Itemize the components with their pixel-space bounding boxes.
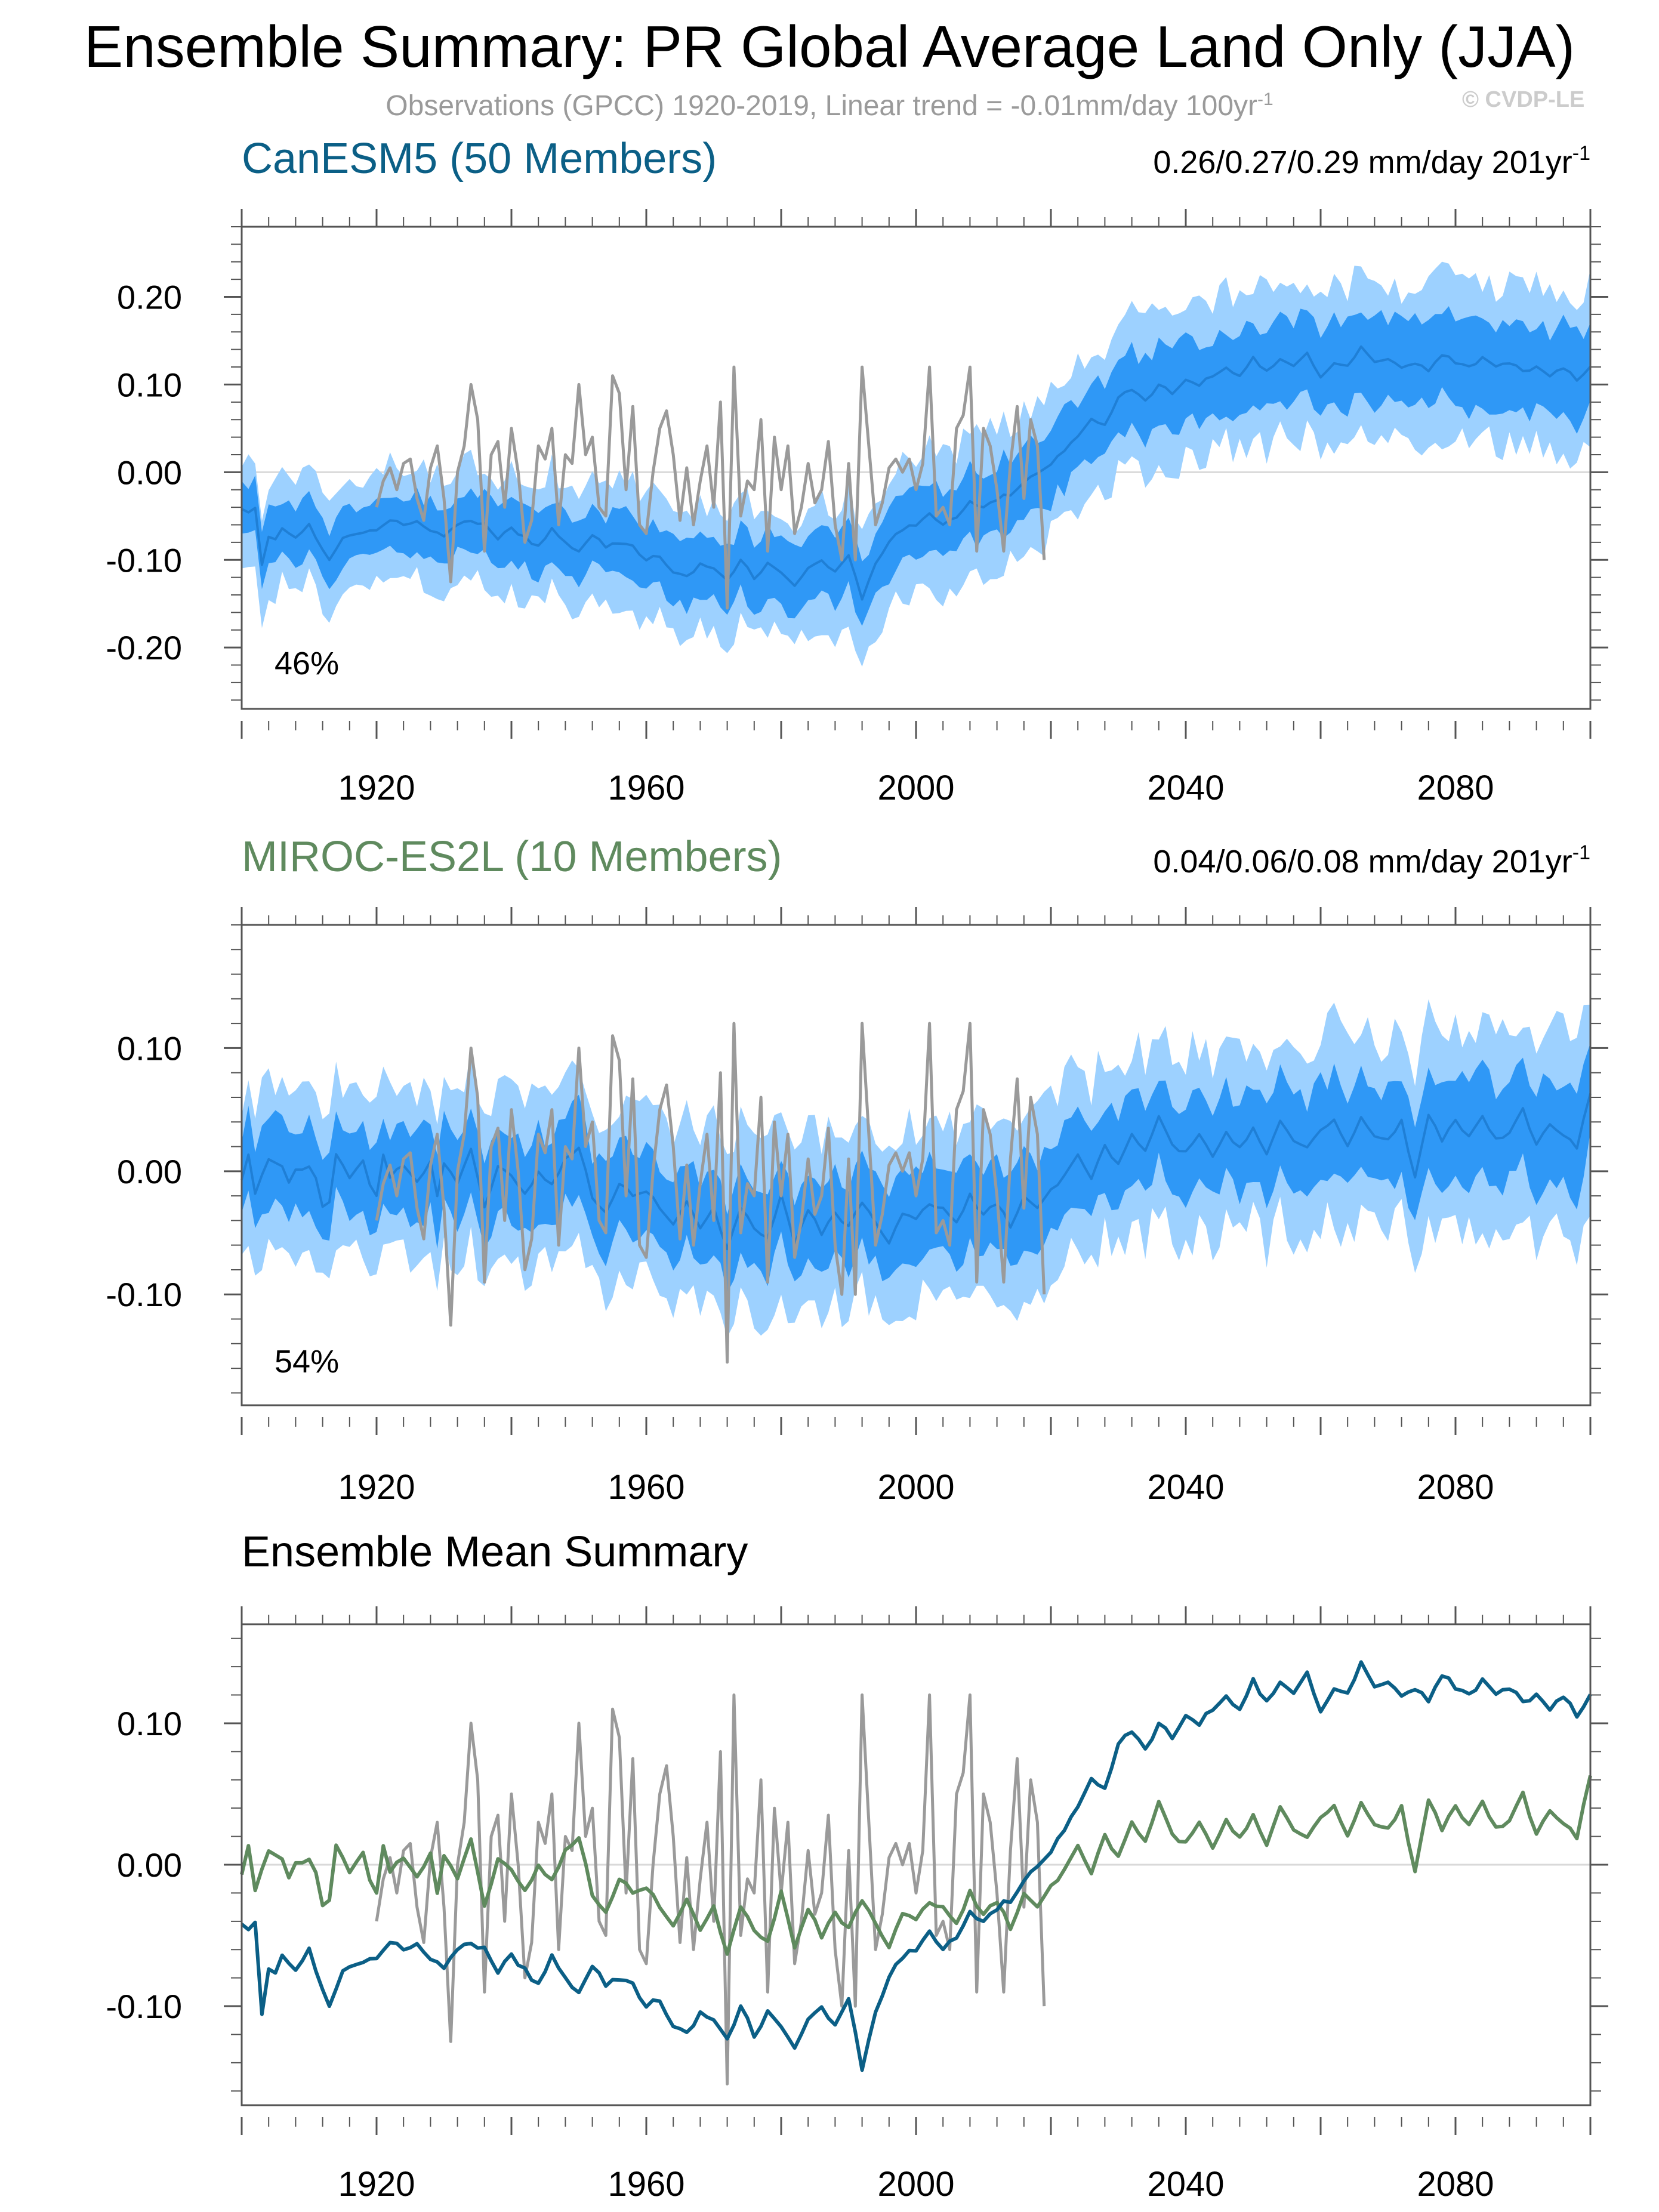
trend-value: 0.04/0.06/0.08 mm/day 201yr: [1153, 844, 1572, 880]
subtitle-sup: -1: [1257, 90, 1273, 109]
y-tick-label: -0.10: [106, 1988, 182, 2025]
y-tick-label: 0.00: [117, 453, 182, 491]
x-tick-label: 2040: [1147, 769, 1224, 807]
ensemble-mean-line: [241, 345, 1592, 601]
y-tick-label: -0.10: [106, 1276, 182, 1313]
main-title: Ensemble Summary: PR Global Average Land…: [84, 14, 1575, 79]
y-tick-label: 0.10: [117, 1705, 182, 1742]
copyright-label: © CVDP-LE: [1462, 87, 1585, 112]
x-tick-label: 1960: [608, 769, 684, 807]
inner-range-band: [242, 306, 1590, 626]
x-tick-label: 2040: [1147, 2165, 1224, 2204]
panel-3-axes: -0.10 0.00 0.10 1920 1960 2000 2040 2080 Ensembl…: [106, 1528, 1608, 2204]
y-tick-label: 0.10: [117, 1029, 182, 1067]
panel-1-bands: [241, 261, 1592, 667]
percent-annotation: 54%: [275, 1344, 339, 1380]
y-tick-label: 0.10: [117, 366, 182, 403]
x-tick-label: 2080: [1417, 2165, 1494, 2204]
x-tick-label: 2000: [877, 769, 954, 807]
observations-line: [375, 365, 1046, 610]
outer-range-band: [242, 261, 1590, 667]
ensemble-mean-line: [240, 1093, 1592, 1251]
subtitle-text: Observations (GPCC) 1920-2019, Linear tr…: [386, 90, 1258, 122]
x-tick-label: 1920: [338, 1468, 415, 1507]
x-tick-label: 1960: [608, 1468, 684, 1507]
canesm5-mean-line: [240, 1660, 1592, 2072]
panel-2-bands: [240, 999, 1592, 1337]
trend-sup: -1: [1572, 142, 1590, 165]
observations-line: [375, 1693, 1046, 2085]
trend-text: 0.26/0.27/0.29 mm/day 201yr-1: [1153, 142, 1590, 180]
x-tick-label: 2000: [877, 2165, 954, 2204]
trend-sup: -1: [1572, 841, 1590, 864]
miroc-es2l-mean-line: [240, 1775, 1592, 1956]
y-tick-label: 0.00: [117, 1153, 182, 1190]
trend-value: 0.26/0.27/0.29 mm/day 201yr: [1153, 144, 1572, 180]
x-tick-label: 1920: [338, 769, 415, 807]
inner-range-band: [242, 1043, 1590, 1293]
percent-annotation: 46%: [275, 646, 339, 681]
x-tick-label: 2080: [1417, 769, 1494, 807]
x-tick-label: 2040: [1147, 1468, 1224, 1507]
y-tick-label: 0.20: [117, 279, 182, 316]
plot-frame-1: [240, 226, 1592, 710]
x-tick-label: 1960: [608, 2165, 684, 2204]
panel-title: Ensemble Mean Summary: [242, 1528, 748, 1576]
plot-frame-3: [240, 1623, 1592, 2106]
y-tick-label: 0.00: [117, 1846, 182, 1884]
observations-subtitle: Observations (GPCC) 1920-2019, Linear tr…: [0, 90, 1659, 122]
panel-2-axes: -0.10 0.00 0.10 1920 1960 2000 2040 2080 MIROC-E…: [106, 833, 1608, 1507]
panel-title: MIROC-ES2L (10 Members): [242, 833, 782, 881]
y-tick-label: -0.20: [106, 629, 182, 667]
y-tick-label: -0.10: [106, 541, 182, 579]
x-tick-label: 1920: [338, 2165, 415, 2204]
x-tick-label: 2080: [1417, 1468, 1494, 1507]
trend-text: 0.04/0.06/0.08 mm/day 201yr-1: [1153, 841, 1590, 880]
x-tick-label: 2000: [877, 1468, 954, 1507]
plot-frame-2: [240, 924, 1592, 1406]
observations-line: [375, 1022, 1046, 1364]
panel-title: CanESM5 (50 Members): [242, 135, 717, 183]
